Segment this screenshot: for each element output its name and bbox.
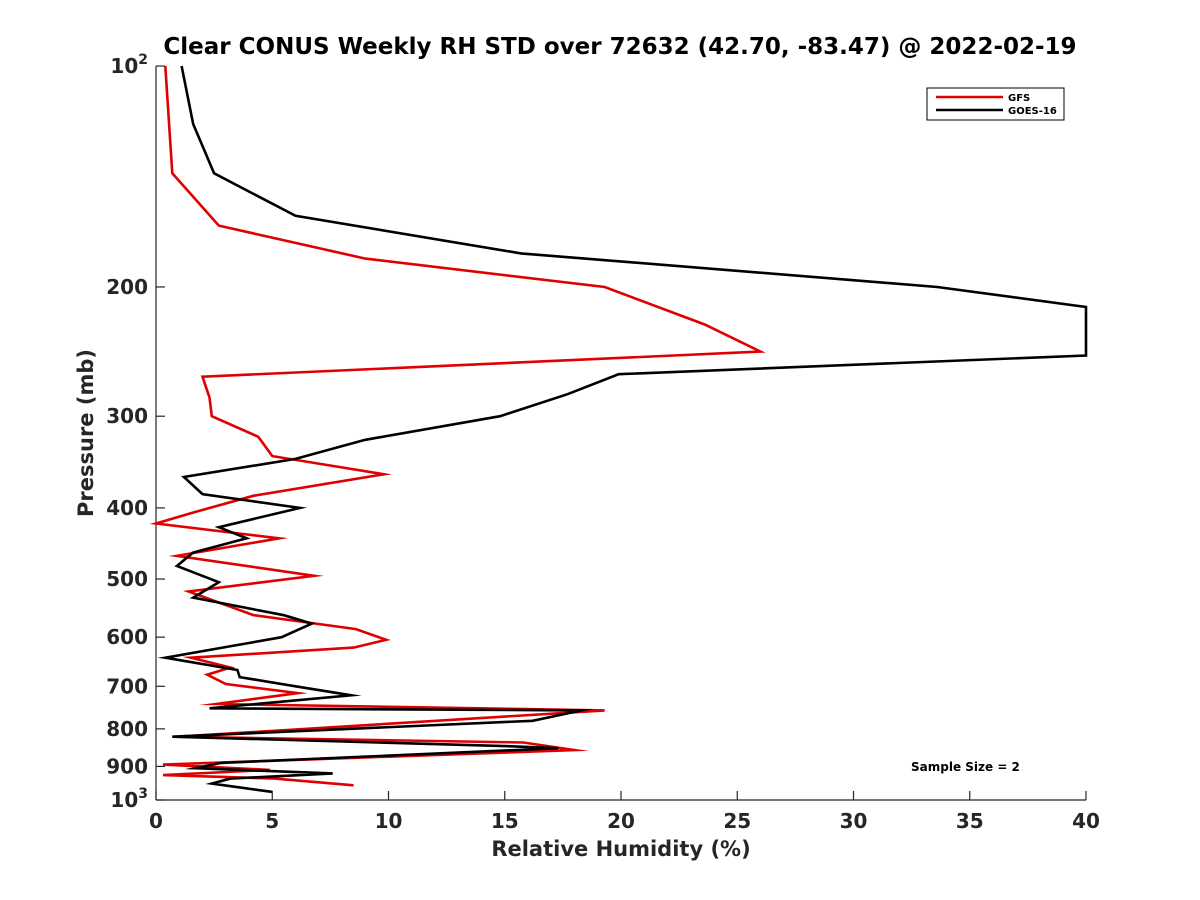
- x-tick-label: 25: [723, 809, 751, 833]
- legend-label-goes16: GOES-16: [1008, 106, 1057, 117]
- x-tick-label: 10: [375, 809, 403, 833]
- x-tick-label: 35: [956, 809, 984, 833]
- y-tick-label: 103: [110, 786, 148, 812]
- y-tick-label: 600: [106, 625, 148, 649]
- y-tick-label: 400: [106, 496, 148, 520]
- y-tick-label: 900: [106, 754, 148, 778]
- chart-title: Clear CONUS Weekly RH STD over 72632 (42…: [163, 34, 1076, 60]
- y-tick-label: 500: [106, 567, 148, 591]
- series-layer: [149, 65, 1088, 794]
- legend-box: [926, 87, 1065, 121]
- x-tick-label: 40: [1072, 809, 1100, 833]
- y-tick-label: 200: [106, 275, 148, 299]
- y-tick-label: 300: [106, 404, 148, 428]
- x-tick-label: 30: [840, 809, 868, 833]
- x-tick-label: 5: [265, 809, 279, 833]
- y-tick-label: 102: [110, 52, 148, 78]
- y-axis-ticks: 102 200 300 400 500 600 700 800 900 103: [106, 52, 165, 812]
- y-axis-label: Pressure (mb): [74, 349, 98, 517]
- y-tick-label: 700: [106, 674, 148, 698]
- x-tick-label: 15: [491, 809, 519, 833]
- y-tick-label: 800: [106, 717, 148, 741]
- x-axis-ticks: 0 5 10 15 20 25 30 35 40: [149, 791, 1100, 833]
- sample-size-annotation: Sample Size = 2: [911, 760, 1020, 774]
- x-tick-label: 0: [149, 809, 163, 833]
- legend: GFS GOES-16: [926, 87, 1065, 121]
- plot-area: [155, 66, 1086, 801]
- x-axis-label: Relative Humidity (%): [491, 837, 750, 861]
- x-tick-label: 20: [607, 809, 635, 833]
- series-line-goes16: [157, 65, 1088, 794]
- legend-label-gfs: GFS: [1008, 93, 1030, 104]
